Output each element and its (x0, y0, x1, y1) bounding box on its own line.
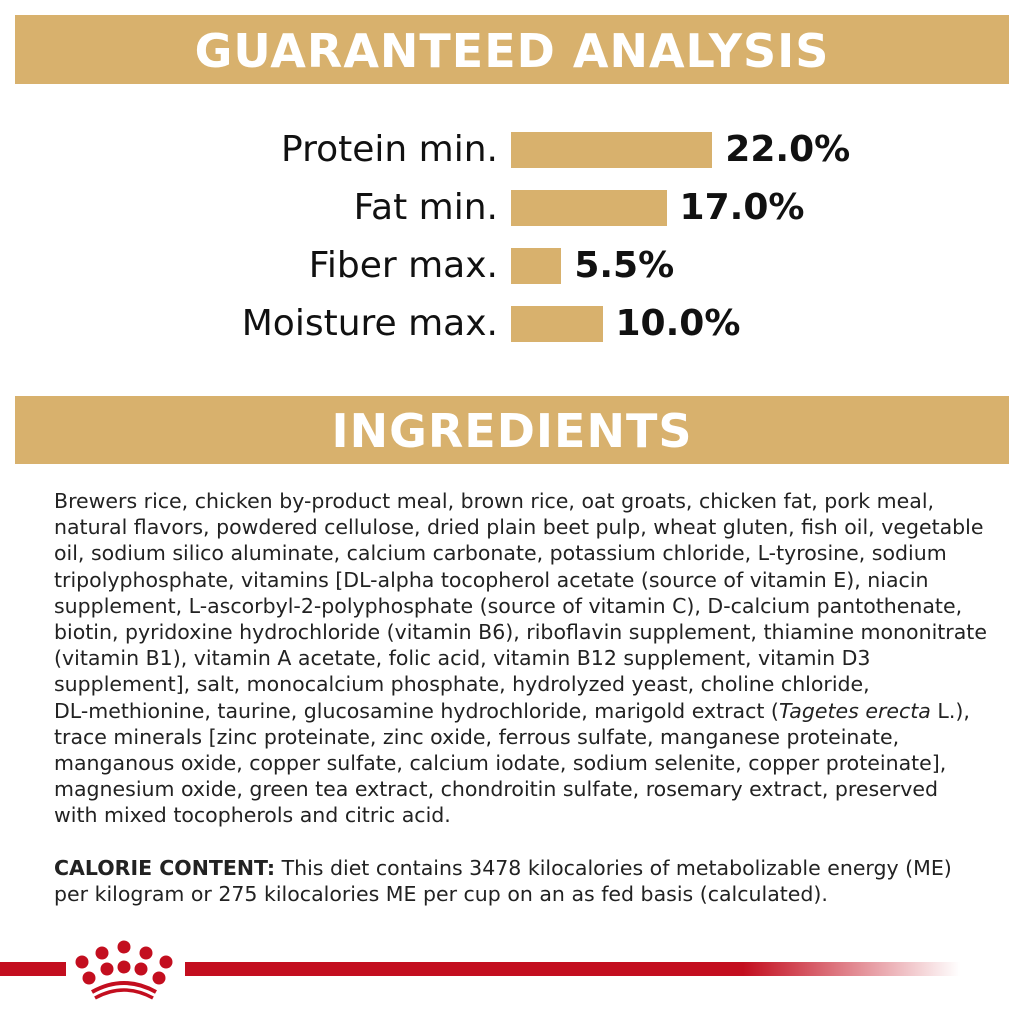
row-label: Moisture max. (241, 303, 498, 344)
row-value: 17.0% (679, 187, 805, 228)
ingredients-line: (vitamin B1), vitamin A acetate, folic a… (54, 646, 871, 671)
ingredients-line: with mixed tocopherols and citric acid. (54, 803, 451, 828)
row-value: 10.0% (615, 303, 741, 344)
ingredients-line: supplement, L-ascorbyl-2-polyphosphate (… (54, 593, 963, 618)
ingredients-line: manganous oxide, copper sulfate, calcium… (54, 750, 947, 775)
ingredients-line: natural flavors, powdered cellulose, dri… (54, 515, 984, 540)
ingredients-line: supplement], salt, monocalcium phosphate… (54, 672, 870, 697)
brand-line-right (185, 962, 960, 976)
ingredients-line: tripolyphosphate, vitamins [DL-alpha toc… (54, 567, 929, 592)
row-bar (511, 190, 667, 226)
guaranteed-analysis-header: GUARANTEED ANALYSIS (15, 15, 1009, 84)
row-label: Fiber max. (308, 245, 498, 286)
calorie-text: per kilogram or 275 kilocalories ME per … (54, 882, 828, 907)
ingredients-text: L.), (930, 698, 970, 723)
ingredients-line: biotin, pyridoxine hydrochloride (vitami… (54, 619, 987, 644)
analysis-row-moisture: Moisture max. 10.0% (0, 303, 1024, 344)
row-value: 5.5% (574, 245, 675, 286)
analysis-row-fat: Fat min. 17.0% (0, 187, 1024, 228)
row-label: Fat min. (353, 187, 498, 228)
calorie-text: This diet contains 3478 kilocalories of … (275, 856, 952, 880)
ingredients-line: trace minerals [zinc proteinate, zinc ox… (54, 724, 900, 749)
analysis-row-protein: Protein min. 22.0% (0, 129, 1024, 170)
row-bar (511, 306, 603, 342)
ingredients-line: DL-methionine, taurine, glucosamine hydr… (54, 698, 987, 724)
ingredients-list: Brewers rice, chicken by-product meal, b… (54, 488, 987, 828)
ingredients-line: oil, sodium silico aluminate, calcium ca… (54, 541, 947, 566)
row-label: Protein min. (281, 129, 498, 170)
ingredients-text: DL-methionine, taurine, glucosamine hydr… (54, 698, 779, 723)
calorie-content: CALORIE CONTENT: This diet contains 3478… (54, 855, 952, 907)
row-value: 22.0% (725, 129, 851, 170)
ingredients-header: INGREDIENTS (15, 396, 1009, 464)
ingredients-line: magnesium oxide, green tea extract, chon… (54, 777, 938, 802)
row-bar (511, 132, 713, 168)
analysis-row-fiber: Fiber max. 5.5% (0, 245, 1024, 286)
ingredients-line: Brewers rice, chicken by-product meal, b… (54, 489, 935, 513)
brand-line-left (0, 962, 66, 976)
calorie-label: CALORIE CONTENT: (54, 856, 276, 880)
botanical-name: Tagetes erecta (778, 698, 931, 723)
row-bar (511, 248, 562, 284)
crown-logo-icon (75, 940, 173, 1000)
